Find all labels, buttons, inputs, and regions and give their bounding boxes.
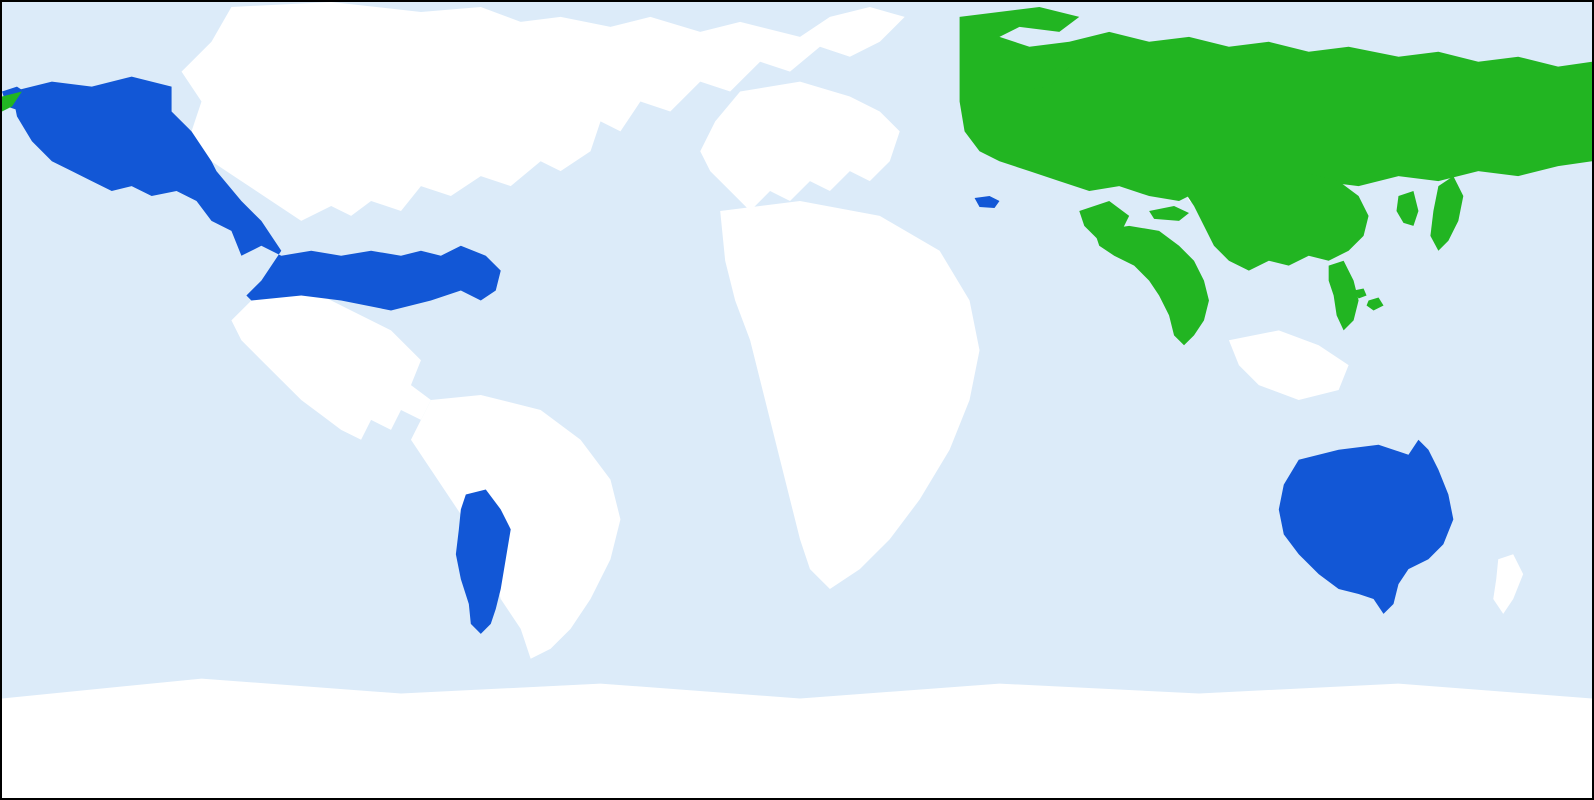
map-svg [2, 2, 1592, 798]
world-map [0, 0, 1594, 800]
